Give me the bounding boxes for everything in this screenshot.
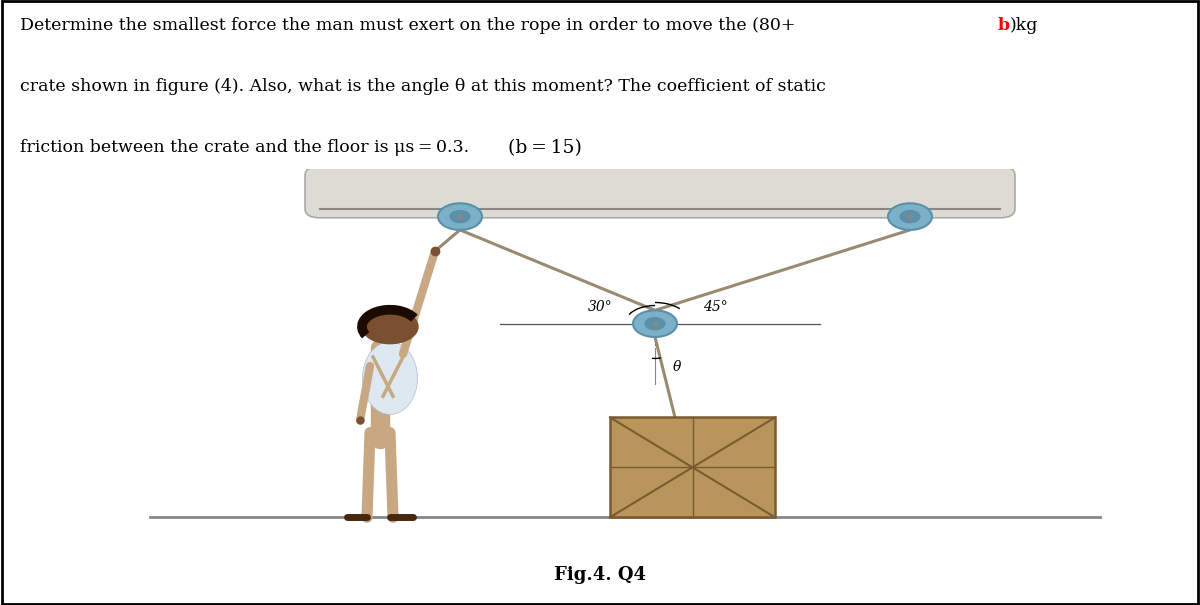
Text: )kg: )kg xyxy=(1009,18,1038,34)
Text: Determine the smallest force the man must exert on the rope in order to move the: Determine the smallest force the man mus… xyxy=(20,18,796,34)
Text: 30°: 30° xyxy=(588,299,612,314)
Circle shape xyxy=(900,211,920,223)
Text: Fig.4. Q4: Fig.4. Q4 xyxy=(554,566,646,584)
Circle shape xyxy=(646,318,665,330)
Circle shape xyxy=(450,211,470,223)
Text: 45°: 45° xyxy=(703,299,727,314)
Text: θ: θ xyxy=(673,360,682,374)
Text: (b = 15): (b = 15) xyxy=(509,139,582,157)
Circle shape xyxy=(634,310,677,337)
FancyBboxPatch shape xyxy=(305,166,1015,218)
Ellipse shape xyxy=(362,342,418,414)
Text: crate shown in figure (4). Also, what is the angle θ at this moment? The coeffic: crate shown in figure (4). Also, what is… xyxy=(20,78,826,95)
Bar xyxy=(610,417,775,517)
Text: friction between the crate and the floor is μs = 0.3.: friction between the crate and the floor… xyxy=(20,139,486,155)
Circle shape xyxy=(888,203,932,230)
Circle shape xyxy=(438,203,482,230)
Circle shape xyxy=(362,310,418,344)
Text: b: b xyxy=(997,18,1009,34)
